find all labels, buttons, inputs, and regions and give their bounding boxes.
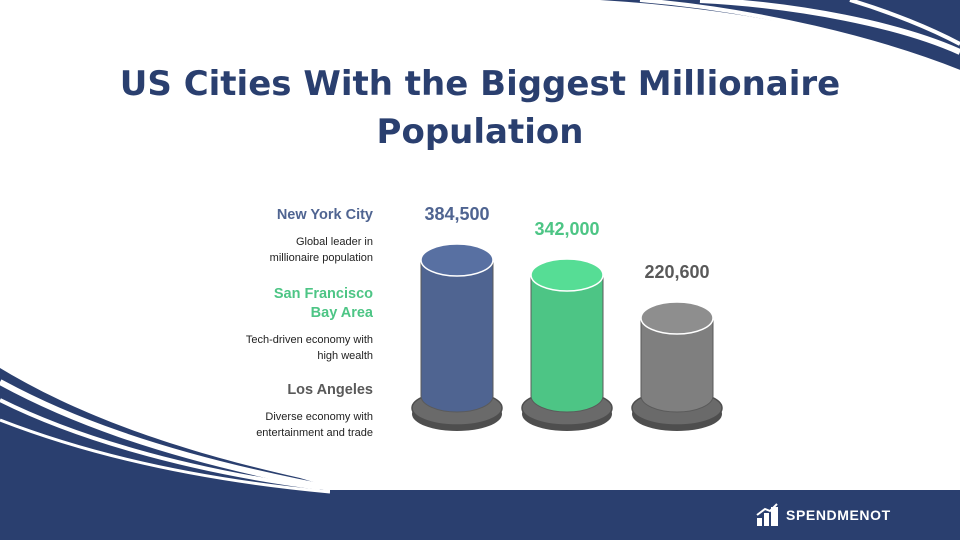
legend-description-line: Diverse economy with — [265, 411, 373, 423]
chart-title: US Cities With the Biggest Millionaire P… — [119, 64, 841, 152]
legend-city-name-line: Bay Area — [310, 305, 373, 321]
bar-value-label: 384,500 — [424, 204, 489, 224]
bar: 220,600 — [631, 262, 723, 431]
legend-description-line: Global leader in — [295, 236, 373, 248]
legend-item-san-francisco: San Francisco Bay Area Tech-driven econo… — [200, 285, 373, 364]
bar-top — [530, 258, 604, 292]
legend-city-name-line: Los Angeles — [287, 382, 373, 398]
legend-item-los-angeles: Los Angeles Diverse economy with enterta… — [200, 381, 373, 441]
bar-value-label: 220,600 — [644, 262, 709, 282]
bar-top — [420, 243, 494, 277]
brand-footer: SPENDMENOT — [756, 503, 891, 527]
brand-name: SPENDMENOT — [786, 507, 891, 523]
bar-body — [640, 317, 714, 413]
legend-description-line: Tech-driven economy with — [245, 334, 373, 346]
bar-body — [530, 274, 604, 413]
bar-body — [420, 259, 494, 413]
legend-description: Global leader in millionaire population — [200, 234, 373, 266]
legend-city-name-line: San Francisco — [273, 286, 373, 302]
building-chart-icon — [756, 503, 778, 526]
legend-description-line: high wealth — [317, 350, 373, 362]
legend-description: Tech-driven economy with high wealth — [200, 332, 373, 364]
legend-city-name: Los Angeles — [200, 381, 373, 400]
legend-item-new-york: New York City Global leader in millionai… — [200, 206, 373, 266]
bar-top — [640, 301, 714, 335]
bar: 342,000 — [521, 219, 613, 431]
legend-city-name: New York City — [200, 206, 373, 225]
legend-city-name-line: New York City — [276, 207, 373, 223]
bar: 384,500 — [411, 204, 503, 431]
legend-city-name: San Francisco Bay Area — [200, 285, 373, 323]
legend-description-line: millionaire population — [269, 252, 373, 264]
legend-description-line: entertainment and trade — [256, 427, 373, 439]
bar-value-label: 342,000 — [534, 219, 599, 239]
legend-description: Diverse economy with entertainment and t… — [200, 409, 373, 441]
